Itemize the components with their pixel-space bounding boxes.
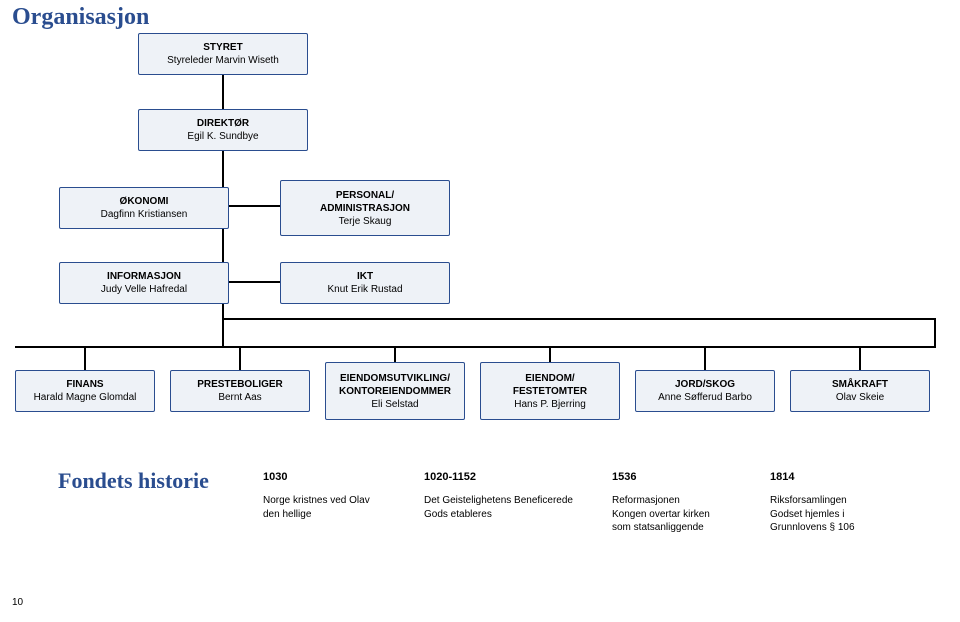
node-name: Egil K. Sundbye xyxy=(187,130,258,143)
history-desc: Reformasjonen Kongen overtar kirken som … xyxy=(612,494,710,535)
org-node-eiendomsutv: EIENDOMSUTVIKLING/ KONTOREIENDOMMEREli S… xyxy=(325,362,465,420)
connector xyxy=(224,318,936,320)
node-name: Olav Skeie xyxy=(836,391,884,404)
org-node-personal: PERSONAL/ ADMINISTRASJONTerje Skaug xyxy=(280,180,450,236)
node-name: Bernt Aas xyxy=(218,391,261,404)
node-name: Harald Magne Glomdal xyxy=(34,391,137,404)
node-title: FINANS xyxy=(66,378,103,391)
node-title: ØKONOMI xyxy=(120,195,169,208)
org-node-eiendom: EIENDOM/ FESTETOMTERHans P. Bjerring xyxy=(480,362,620,420)
node-title: PERSONAL/ ADMINISTRASJON xyxy=(320,189,410,215)
node-name: Styreleder Marvin Wiseth xyxy=(167,54,279,67)
org-node-okonomi: ØKONOMIDagfinn Kristiansen xyxy=(59,187,229,229)
history-desc: Riksforsamlingen Godset hjemles i Grunnl… xyxy=(770,494,855,535)
page-title: Organisasjon xyxy=(12,4,149,31)
org-node-ikt: IKTKnut Erik Rustad xyxy=(280,262,450,304)
org-node-smakraft: SMÅKRAFTOlav Skeie xyxy=(790,370,930,412)
connector xyxy=(859,348,861,370)
page-number: 10 xyxy=(12,597,23,608)
connector xyxy=(934,318,936,348)
node-name: Terje Skaug xyxy=(339,215,392,228)
org-node-informasjon: INFORMASJONJudy Velle Hafredal xyxy=(59,262,229,304)
org-node-direktor: DIREKTØREgil K. Sundbye xyxy=(138,109,308,151)
node-title: IKT xyxy=(357,270,373,283)
org-node-jordskog: JORD/SKOGAnne Søfferud Barbo xyxy=(635,370,775,412)
history-desc: Det Geistelighetens Beneficerede Gods et… xyxy=(424,494,573,521)
connector xyxy=(704,348,706,370)
node-title: SMÅKRAFT xyxy=(832,378,888,391)
node-title: EIENDOMSUTVIKLING/ KONTOREIENDOMMER xyxy=(339,372,451,398)
connector xyxy=(15,346,936,348)
history-year: 1020-1152 xyxy=(424,471,476,483)
node-name: Judy Velle Hafredal xyxy=(101,283,187,296)
connector xyxy=(224,205,281,207)
node-name: Hans P. Bjerring xyxy=(514,398,586,411)
node-name: Eli Selstad xyxy=(371,398,418,411)
connector xyxy=(394,348,396,362)
node-name: Dagfinn Kristiansen xyxy=(101,208,188,221)
node-title: PRESTEBOLIGER xyxy=(197,378,283,391)
node-title: EIENDOM/ FESTETOMTER xyxy=(513,372,587,398)
connector xyxy=(84,348,86,370)
node-title: STYRET xyxy=(203,41,242,54)
connector xyxy=(224,281,281,283)
node-name: Knut Erik Rustad xyxy=(327,283,402,296)
connector xyxy=(222,75,224,109)
node-title: JORD/SKOG xyxy=(675,378,735,391)
org-node-finans: FINANSHarald Magne Glomdal xyxy=(15,370,155,412)
node-name: Anne Søfferud Barbo xyxy=(658,391,752,404)
history-title: Fondets historie xyxy=(58,468,209,494)
history-desc: Norge kristnes ved Olav den hellige xyxy=(263,494,370,521)
connector xyxy=(239,348,241,370)
org-node-presteboliger: PRESTEBOLIGERBernt Aas xyxy=(170,370,310,412)
connector xyxy=(549,348,551,362)
org-node-styret: STYRETStyreleder Marvin Wiseth xyxy=(138,33,308,75)
history-year: 1030 xyxy=(263,471,287,483)
node-title: DIREKTØR xyxy=(197,117,249,130)
node-title: INFORMASJON xyxy=(107,270,181,283)
history-year: 1814 xyxy=(770,471,794,483)
history-year: 1536 xyxy=(612,471,636,483)
connector xyxy=(15,346,17,348)
